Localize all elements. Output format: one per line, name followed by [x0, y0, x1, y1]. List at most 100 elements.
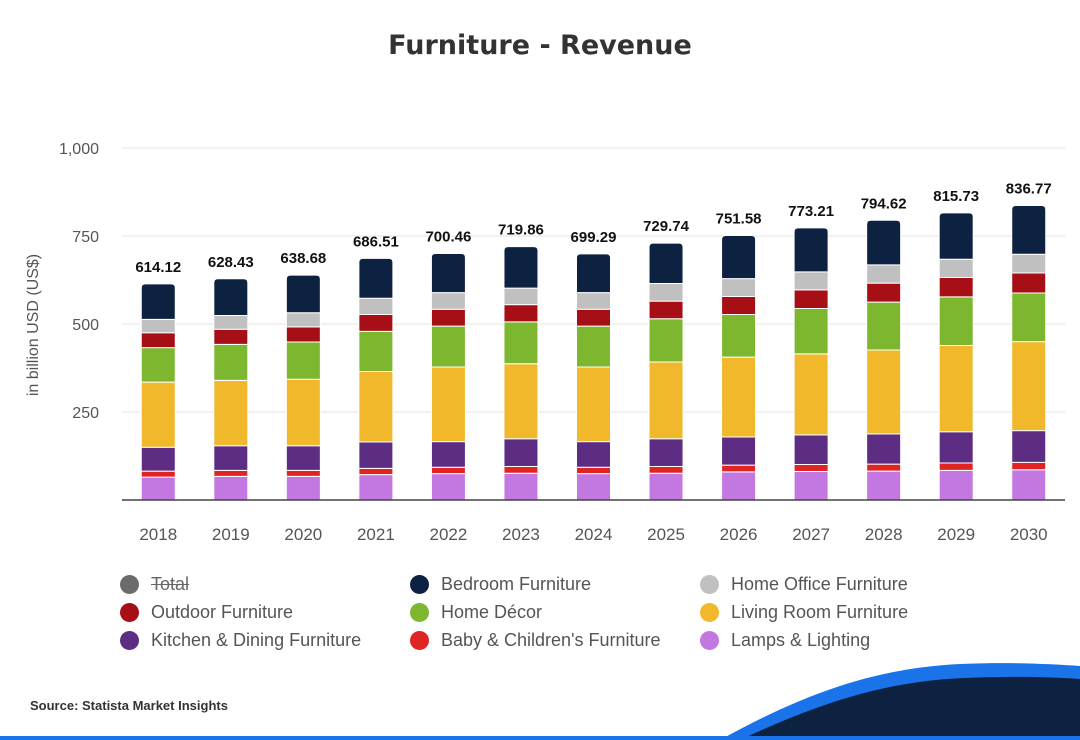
- bar-segment[interactable]: [576, 325, 611, 368]
- bar-segment[interactable]: [648, 361, 684, 440]
- bar-segment[interactable]: [285, 326, 321, 343]
- bar-segment[interactable]: [503, 304, 539, 323]
- bar-segment[interactable]: [213, 343, 249, 381]
- bar-segment[interactable]: [648, 472, 684, 501]
- bar-segment[interactable]: [1011, 430, 1047, 463]
- bar-segment[interactable]: [358, 474, 394, 501]
- bar-segment[interactable]: [285, 312, 321, 328]
- bar-stack[interactable]: [285, 274, 321, 501]
- bar-stack[interactable]: [793, 227, 829, 501]
- bar-segment[interactable]: [721, 471, 757, 501]
- bar-segment[interactable]: [721, 296, 757, 315]
- legend-item[interactable]: Baby & Children's Furniture: [410, 630, 700, 651]
- bar-segment[interactable]: [358, 257, 394, 299]
- bar-stack[interactable]: [140, 283, 176, 501]
- bar-segment[interactable]: [793, 227, 829, 273]
- legend-item[interactable]: Kitchen & Dining Furniture: [120, 630, 410, 651]
- bar-segment[interactable]: [430, 441, 466, 468]
- bar-segment[interactable]: [1011, 292, 1047, 343]
- bar-segment[interactable]: [938, 258, 974, 279]
- bar-segment[interactable]: [358, 441, 394, 469]
- bar-stack[interactable]: [576, 253, 611, 501]
- bar-segment[interactable]: [866, 264, 902, 284]
- bar-stack[interactable]: [430, 252, 466, 501]
- bar-stack[interactable]: [648, 242, 684, 501]
- bar-segment[interactable]: [721, 278, 757, 298]
- bar-segment[interactable]: [938, 469, 974, 501]
- bar-segment[interactable]: [721, 464, 757, 473]
- bar-segment[interactable]: [213, 469, 249, 477]
- legend-item[interactable]: Outdoor Furniture: [120, 602, 410, 623]
- bar-stack[interactable]: [721, 234, 757, 501]
- bar-segment[interactable]: [503, 466, 539, 474]
- bar-segment[interactable]: [576, 366, 611, 443]
- bar-stack[interactable]: [503, 246, 539, 501]
- bar-segment[interactable]: [866, 470, 902, 501]
- bar-segment[interactable]: [503, 321, 539, 365]
- bar-segment[interactable]: [140, 446, 176, 472]
- bar-segment[interactable]: [358, 371, 394, 443]
- bar-segment[interactable]: [793, 434, 829, 465]
- bar-segment[interactable]: [285, 475, 321, 501]
- legend-item[interactable]: Home Office Furniture: [700, 574, 990, 595]
- bar-segment[interactable]: [430, 292, 466, 310]
- bar-segment[interactable]: [793, 308, 829, 355]
- bar-segment[interactable]: [358, 467, 394, 476]
- bar-segment[interactable]: [866, 282, 902, 303]
- legend-item[interactable]: Living Room Furniture: [700, 602, 990, 623]
- bar-segment[interactable]: [285, 469, 321, 477]
- bar-segment[interactable]: [793, 353, 829, 436]
- bar-segment[interactable]: [648, 300, 684, 320]
- bar-segment[interactable]: [648, 438, 684, 468]
- bar-segment[interactable]: [793, 289, 829, 310]
- bar-segment[interactable]: [140, 476, 176, 501]
- bar-segment[interactable]: [576, 441, 611, 468]
- bar-segment[interactable]: [430, 252, 466, 294]
- bar-segment[interactable]: [576, 308, 611, 327]
- bar-segment[interactable]: [285, 341, 321, 380]
- bar-segment[interactable]: [140, 347, 176, 383]
- bar-segment[interactable]: [503, 287, 539, 306]
- bar-segment[interactable]: [648, 466, 684, 474]
- bar-segment[interactable]: [648, 283, 684, 302]
- bar-stack[interactable]: [213, 278, 249, 501]
- bar-segment[interactable]: [866, 463, 902, 472]
- bar-segment[interactable]: [721, 356, 757, 438]
- legend-item[interactable]: Bedroom Furniture: [410, 574, 700, 595]
- bar-segment[interactable]: [1011, 272, 1047, 294]
- bar-segment[interactable]: [576, 253, 611, 294]
- bar-segment[interactable]: [1011, 253, 1047, 274]
- bar-segment[interactable]: [793, 271, 829, 291]
- bar-segment[interactable]: [938, 462, 974, 471]
- bar-segment[interactable]: [213, 379, 249, 447]
- bar-segment[interactable]: [140, 283, 176, 320]
- bar-segment[interactable]: [358, 313, 394, 332]
- bar-segment[interactable]: [866, 301, 902, 351]
- bar-segment[interactable]: [721, 436, 757, 466]
- bar-segment[interactable]: [576, 466, 611, 475]
- bar-segment[interactable]: [213, 475, 249, 501]
- bar-segment[interactable]: [648, 242, 684, 285]
- bar-segment[interactable]: [285, 378, 321, 447]
- bar-segment[interactable]: [576, 292, 611, 310]
- bar-segment[interactable]: [358, 330, 394, 373]
- bar-segment[interactable]: [213, 315, 249, 330]
- bar-segment[interactable]: [140, 318, 176, 334]
- bar-segment[interactable]: [285, 445, 321, 471]
- bar-segment[interactable]: [576, 473, 611, 501]
- bar-stack[interactable]: [358, 257, 394, 501]
- bar-segment[interactable]: [866, 219, 902, 266]
- bar-segment[interactable]: [793, 463, 829, 472]
- bar-segment[interactable]: [866, 433, 902, 465]
- bar-segment[interactable]: [1011, 469, 1047, 501]
- legend-item[interactable]: Home Décor: [410, 602, 700, 623]
- bar-segment[interactable]: [938, 277, 974, 298]
- bar-stack[interactable]: [866, 219, 902, 501]
- bar-segment[interactable]: [1011, 204, 1047, 255]
- bar-segment[interactable]: [938, 344, 974, 433]
- bar-segment[interactable]: [285, 274, 321, 314]
- bar-segment[interactable]: [938, 296, 974, 346]
- bar-segment[interactable]: [721, 234, 757, 280]
- bar-segment[interactable]: [430, 325, 466, 368]
- bar-segment[interactable]: [938, 431, 974, 464]
